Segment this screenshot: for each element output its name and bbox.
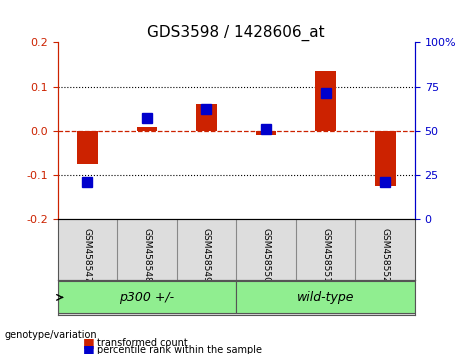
Bar	[375, 131, 396, 186]
Text: genotype/variation: genotype/variation	[5, 330, 97, 339]
Bar	[136, 127, 157, 131]
Text: percentile rank within the sample: percentile rank within the sample	[97, 345, 262, 354]
Text: ■: ■	[83, 336, 95, 349]
Text: GSM458548: GSM458548	[142, 228, 152, 283]
Text: p300 +/-: p300 +/-	[119, 291, 175, 304]
Text: ■: ■	[83, 343, 95, 354]
Title: GDS3598 / 1428606_at: GDS3598 / 1428606_at	[148, 25, 325, 41]
Bar	[196, 104, 217, 131]
Bar	[77, 131, 98, 164]
FancyBboxPatch shape	[58, 281, 236, 313]
Bar	[255, 131, 277, 135]
Text: GSM458547: GSM458547	[83, 228, 92, 283]
Text: GSM458551: GSM458551	[321, 228, 330, 283]
Text: GSM458552: GSM458552	[381, 228, 390, 283]
Text: transformed count: transformed count	[97, 338, 188, 348]
Text: GSM458550: GSM458550	[261, 228, 271, 283]
FancyBboxPatch shape	[236, 281, 415, 313]
Bar	[315, 71, 336, 131]
Text: GSM458549: GSM458549	[202, 228, 211, 283]
Text: wild-type: wild-type	[297, 291, 355, 304]
